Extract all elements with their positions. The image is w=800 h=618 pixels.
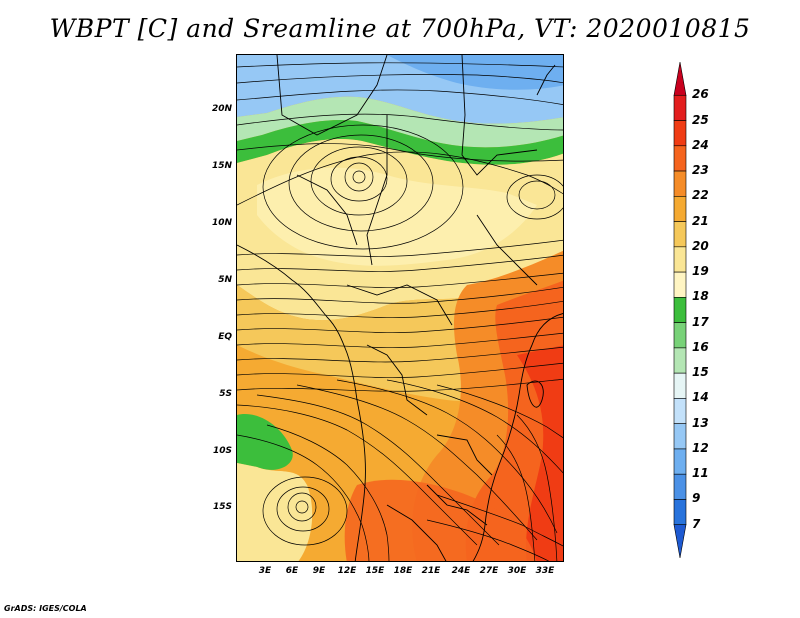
colorbar-segment xyxy=(673,524,687,559)
colorbar xyxy=(673,61,687,559)
field-south-23 xyxy=(344,479,537,561)
lon-label-24e: 24E xyxy=(451,566,471,576)
colorbar-label: 15 xyxy=(692,365,709,380)
colorbar-label: 7 xyxy=(692,516,701,531)
colorbar-label: 11 xyxy=(692,466,709,481)
lon-label-6e: 6E xyxy=(285,566,299,576)
grads-credit: GrADS: IGES/COLA xyxy=(4,604,87,613)
colorbar-segment xyxy=(673,120,687,147)
field-sw-green xyxy=(237,414,293,470)
colorbar-segment xyxy=(673,322,687,349)
colorbar-segment xyxy=(673,221,687,248)
colorbar-label: 17 xyxy=(692,314,709,329)
lat-label-eq: EQ xyxy=(218,332,232,342)
colorbar-segment xyxy=(673,297,687,323)
colorbar-segment xyxy=(673,196,687,222)
lon-label-3e: 3E xyxy=(258,566,272,576)
colorbar-segment xyxy=(673,61,687,96)
colorbar-label: 14 xyxy=(692,390,709,405)
colorbar-segment xyxy=(673,145,687,172)
lat-label-15s: 15S xyxy=(212,502,232,512)
colorbar-segment xyxy=(673,246,687,273)
lat-label-15n: 15N xyxy=(211,161,232,171)
colorbar-segment xyxy=(673,347,687,374)
colorbar-segment xyxy=(673,398,687,424)
field-sw-pale xyxy=(237,463,313,561)
field-cold-core xyxy=(387,55,563,90)
colorbar-label: 25 xyxy=(692,112,709,127)
colorbar-label: 23 xyxy=(692,163,709,178)
lon-label-12e: 12E xyxy=(337,566,357,576)
colorbar-segment xyxy=(673,423,687,450)
lat-label-5s: 5S xyxy=(219,389,232,399)
colorbar-label: 22 xyxy=(692,188,709,203)
colorbar-label: 24 xyxy=(692,137,709,152)
map-panel xyxy=(236,54,564,562)
colorbar-label: 18 xyxy=(692,289,709,304)
colorbar-label: 19 xyxy=(692,264,709,279)
lon-label-15e: 15E xyxy=(365,566,385,576)
colorbar-segment xyxy=(673,473,687,500)
lon-label-18e: 18E xyxy=(393,566,413,576)
colorbar-segment xyxy=(673,448,687,475)
field-band-15 xyxy=(237,96,563,148)
colorbar-label: 9 xyxy=(692,491,701,506)
colorbar-label: 16 xyxy=(692,339,709,354)
lon-label-21e: 21E xyxy=(421,566,441,576)
colorbar-label: 21 xyxy=(692,213,709,228)
field-warm-24 xyxy=(517,345,563,561)
colorbar-label: 12 xyxy=(692,440,709,455)
chart-title: WBPT [C] and Sreamline at 700hPa, VT: 20… xyxy=(49,14,751,43)
lat-label-20n: 20N xyxy=(211,104,232,114)
colorbar-segment xyxy=(673,94,687,121)
lon-label-33e: 33E xyxy=(535,566,555,576)
wbpt-map xyxy=(237,55,563,561)
lon-label-9e: 9E xyxy=(312,566,326,576)
lon-label-30e: 30E xyxy=(507,566,527,576)
lon-label-27e: 27E xyxy=(479,566,499,576)
colorbar-segment xyxy=(673,271,687,298)
colorbar-label: 20 xyxy=(692,238,709,253)
lat-label-5n: 5N xyxy=(218,275,232,285)
lat-label-10n: 10N xyxy=(211,218,232,228)
colorbar-segment xyxy=(673,499,687,526)
lat-label-10s: 10S xyxy=(212,446,232,456)
colorbar-segment xyxy=(673,372,687,399)
colorbar-label: 13 xyxy=(692,415,709,430)
colorbar-label: 26 xyxy=(692,87,709,102)
field-warm-18 xyxy=(257,167,537,266)
colorbar-segment xyxy=(673,170,687,197)
streamlines xyxy=(237,62,563,561)
